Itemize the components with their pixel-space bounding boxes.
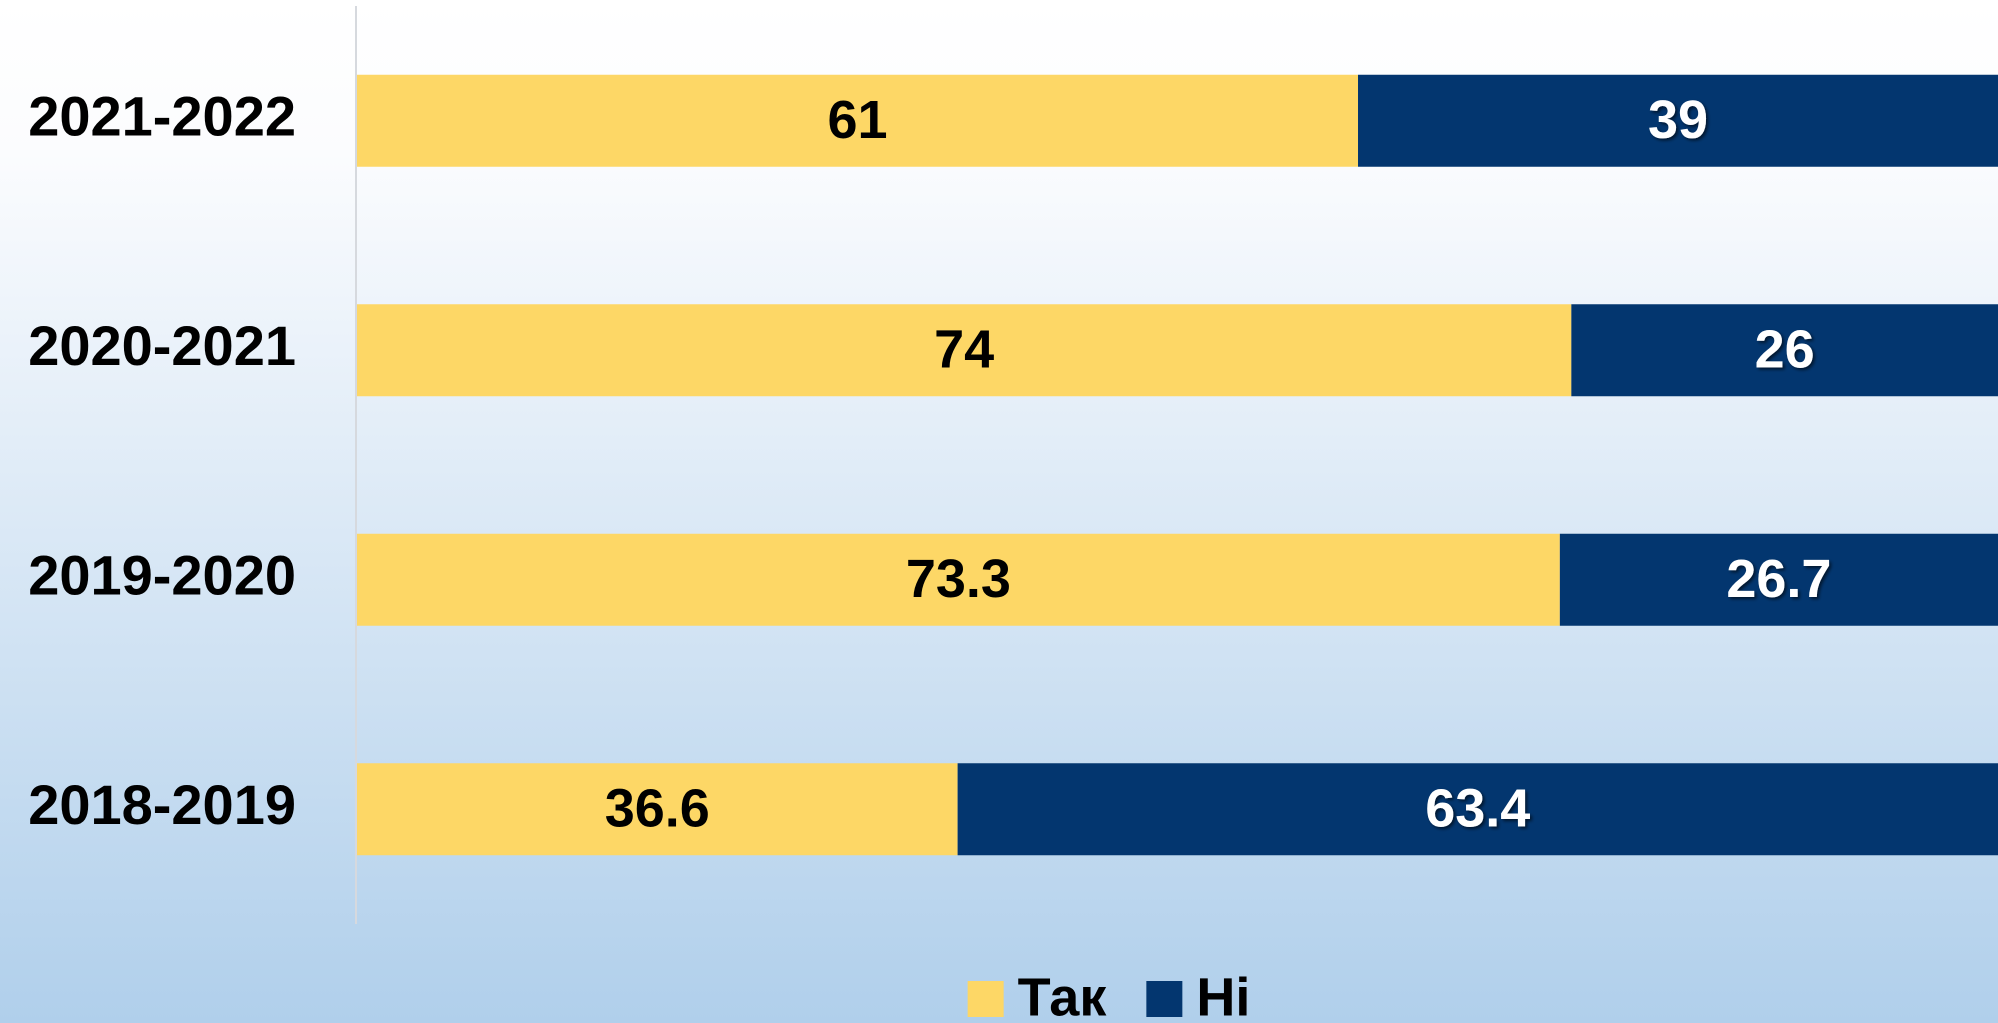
data-label: 73.3 bbox=[906, 549, 1011, 609]
data-label: 63.4 bbox=[1425, 779, 1530, 839]
data-label: 36.6 bbox=[605, 779, 710, 839]
bar-segment bbox=[1559, 533, 1998, 626]
bar-segment bbox=[357, 74, 1359, 167]
data-label: 26.7 bbox=[1726, 549, 1831, 609]
bar-segment bbox=[957, 763, 1998, 856]
bar-segment bbox=[357, 304, 1572, 397]
bar-segment bbox=[357, 533, 1560, 626]
data-label: 39 bbox=[1648, 90, 1708, 150]
category-label: 2019-2020 bbox=[28, 544, 296, 607]
category-label: 2020-2021 bbox=[28, 314, 296, 377]
bar-segment bbox=[1571, 304, 1998, 397]
legend-label: Так bbox=[1018, 967, 1108, 1023]
legend-swatch bbox=[967, 981, 1004, 1017]
category-label: 2021-2022 bbox=[28, 85, 296, 148]
data-label: 61 bbox=[827, 90, 887, 150]
bar-segment bbox=[1358, 74, 1998, 167]
legend-label: Ні bbox=[1196, 967, 1250, 1023]
category-label: 2018-2019 bbox=[28, 773, 296, 836]
bar-segment bbox=[357, 763, 958, 856]
data-label: 74 bbox=[934, 320, 994, 380]
legend-swatch bbox=[1146, 981, 1183, 1017]
data-label: 26 bbox=[1755, 320, 1815, 380]
